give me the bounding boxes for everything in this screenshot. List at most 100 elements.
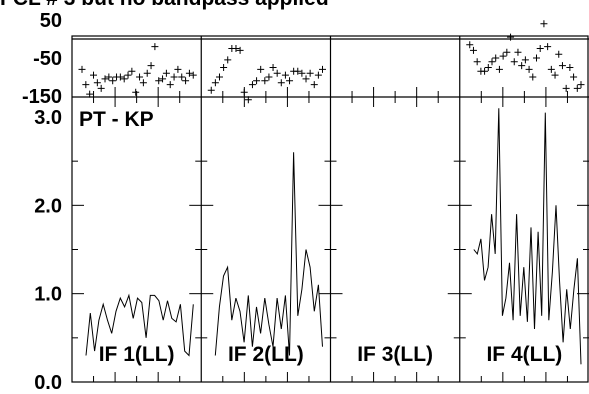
data-marks	[78, 20, 585, 365]
phase-point	[211, 79, 219, 87]
amp-tick-label: 0.0	[34, 372, 62, 394]
phase-point	[215, 73, 223, 81]
phase-tick-label: 50	[40, 10, 62, 32]
phase-point	[521, 56, 529, 64]
phase-point	[540, 20, 548, 28]
phase-point	[224, 56, 232, 64]
phase-point	[207, 86, 215, 94]
phase-point	[155, 77, 163, 85]
phase-point	[143, 69, 151, 77]
phase-point	[159, 75, 167, 83]
phase-point	[78, 65, 86, 73]
phase-point	[314, 71, 322, 79]
phase-point	[281, 71, 289, 79]
phase-point	[488, 58, 496, 66]
phase-point	[555, 50, 563, 58]
phase-point	[109, 77, 117, 85]
phase-point	[544, 43, 552, 51]
phase-point	[547, 65, 555, 73]
panel-label: IF 4(LL)	[486, 343, 562, 366]
phase-point	[473, 58, 481, 66]
phase-point	[566, 64, 574, 71]
chart-title: FCL # 3 but no bandpass applied	[0, 0, 329, 11]
phase-point	[306, 69, 314, 77]
phase-point	[132, 88, 140, 96]
panel-frames	[71, 35, 589, 383]
phase-point	[93, 79, 101, 87]
phase-point	[97, 84, 105, 92]
phase-point	[220, 64, 228, 71]
phase-point	[257, 65, 265, 73]
phase-point	[503, 48, 511, 56]
phase-point	[484, 64, 492, 71]
phase-point	[499, 52, 507, 60]
phase-point	[518, 62, 526, 70]
phase-point	[319, 65, 326, 73]
phase-point	[124, 71, 132, 79]
phase-point	[86, 90, 94, 98]
phase-point	[298, 69, 306, 77]
amplitude-line	[214, 152, 323, 356]
phase-point	[492, 54, 500, 62]
axis-ticks	[72, 87, 589, 382]
source-label: PT - KP	[79, 108, 154, 131]
phase-point	[136, 73, 144, 81]
phase-point	[120, 75, 128, 83]
phase-point	[533, 54, 540, 62]
phase-point	[277, 79, 285, 87]
phase-tick-label: -150	[22, 86, 62, 108]
phase-point	[166, 81, 174, 89]
phase-point	[558, 62, 566, 70]
panel-label: IF 3(LL)	[357, 343, 433, 366]
phase-point	[151, 43, 159, 51]
phase-point	[189, 71, 197, 79]
phase-point	[178, 73, 186, 81]
phase-point	[551, 71, 559, 79]
phase-point	[139, 79, 147, 87]
phase-point	[510, 58, 518, 66]
phase-point	[185, 69, 193, 77]
panel-label: IF 2(LL)	[228, 343, 304, 366]
phase-point	[128, 67, 136, 75]
phase-point	[90, 71, 98, 79]
phase-point	[253, 77, 261, 85]
phase-point	[248, 81, 256, 89]
phase-point	[466, 41, 474, 49]
phase-point	[525, 65, 533, 73]
phase-point	[469, 46, 477, 54]
phase-point	[147, 62, 155, 70]
amp-tick-label: 3.0	[34, 107, 62, 129]
phase-point	[116, 73, 124, 81]
phase-tick-label: -50	[33, 48, 62, 70]
phase-point	[174, 65, 182, 73]
phase-point	[265, 73, 273, 81]
phase-point	[514, 48, 522, 56]
phase-point	[570, 73, 578, 81]
phase-point	[82, 81, 90, 89]
phase-point	[536, 45, 544, 52]
amplitude-line	[473, 108, 582, 365]
phase-point	[269, 64, 277, 71]
phase-point	[294, 67, 302, 75]
phase-point	[302, 75, 310, 83]
phase-point	[236, 46, 244, 54]
phase-point	[261, 77, 269, 85]
phase-point	[162, 69, 170, 77]
phase-point	[105, 73, 113, 81]
phase-point	[310, 81, 318, 89]
phase-point	[495, 65, 503, 73]
panel-label: IF 1(LL)	[99, 343, 175, 366]
phase-point	[170, 73, 178, 81]
phase-point	[507, 33, 515, 41]
phase-point	[529, 73, 537, 81]
phase-point	[573, 84, 581, 92]
amp-tick-label: 2.0	[34, 195, 62, 217]
phase-point	[273, 69, 281, 77]
amplitude-line	[85, 293, 194, 357]
phase-point	[182, 77, 190, 85]
phase-point	[481, 67, 489, 75]
phase-point	[232, 45, 240, 52]
amp-tick-label: 1.0	[34, 284, 62, 306]
